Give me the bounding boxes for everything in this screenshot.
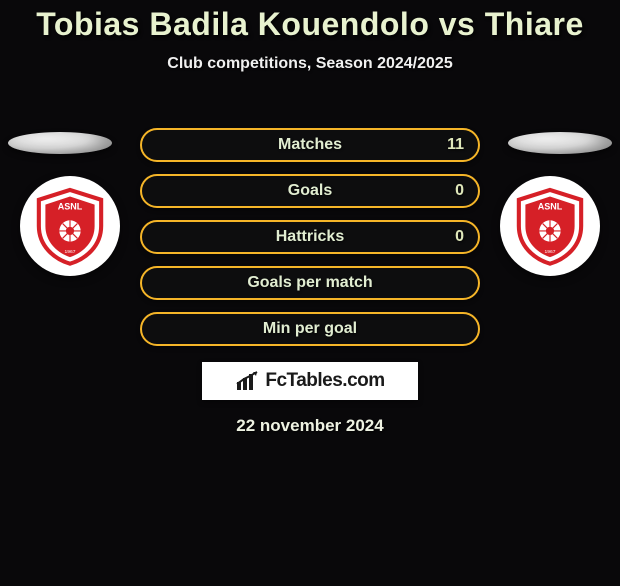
badge-text: ASNL xyxy=(58,202,83,212)
brand-text: FcTables.com xyxy=(265,370,384,392)
stat-label: Hattricks xyxy=(276,228,344,246)
player-left-ellipse xyxy=(8,132,112,154)
stat-value: 0 xyxy=(455,228,464,246)
page-title: Tobias Badila Kouendolo vs Thiare xyxy=(0,6,620,43)
stats-panel: Matches 11 Goals 0 Hattricks 0 Goals per match… xyxy=(140,128,480,358)
club-shield-icon: ASNL 1967 xyxy=(29,185,111,267)
brand-box: FcTables.com xyxy=(202,362,418,400)
stat-label: Matches xyxy=(278,136,342,154)
stat-value: 11 xyxy=(447,136,464,154)
svg-text:1967: 1967 xyxy=(65,249,76,255)
subtitle: Club competitions, Season 2024/2025 xyxy=(0,55,620,73)
stat-label: Goals xyxy=(288,182,332,200)
svg-text:1967: 1967 xyxy=(545,249,556,255)
date-text: 22 november 2024 xyxy=(0,416,620,436)
stat-row: Goals 0 xyxy=(140,174,480,208)
stat-row: Matches 11 xyxy=(140,128,480,162)
player-right-ellipse xyxy=(508,132,612,154)
badge-text: ASNL xyxy=(538,202,563,212)
stat-label: Goals per match xyxy=(247,274,372,292)
club-badge-right: ASNL 1967 xyxy=(500,176,600,276)
club-shield-icon: ASNL 1967 xyxy=(509,185,591,267)
club-badge-left: ASNL 1967 xyxy=(20,176,120,276)
brand-chart-icon xyxy=(235,370,261,392)
stat-row: Goals per match xyxy=(140,266,480,300)
stat-value: 0 xyxy=(455,182,464,200)
stat-row: Hattricks 0 xyxy=(140,220,480,254)
stat-row: Min per goal xyxy=(140,312,480,346)
stat-label: Min per goal xyxy=(263,320,357,338)
